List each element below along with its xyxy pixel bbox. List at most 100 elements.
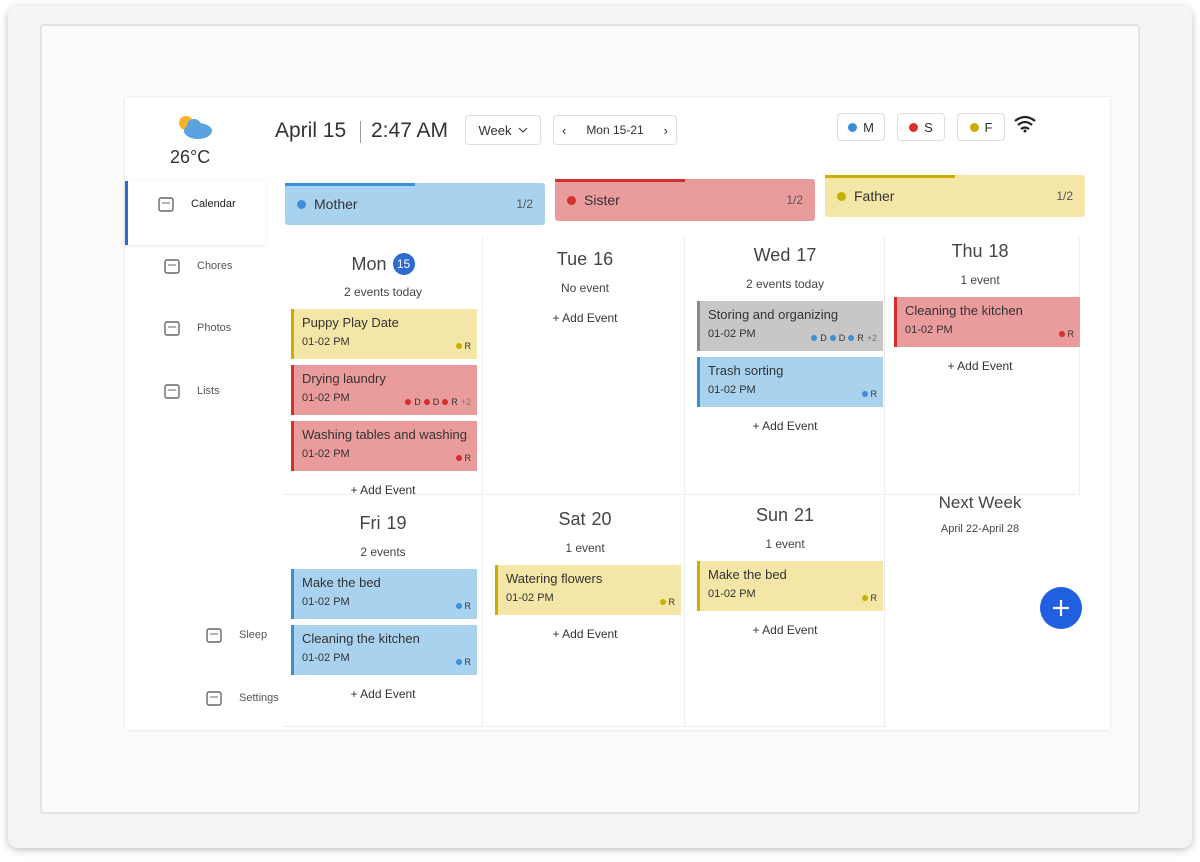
progress-line bbox=[555, 179, 685, 182]
tag-letter: R bbox=[870, 389, 878, 399]
tag-letter: D bbox=[414, 397, 421, 407]
member-chip[interactable]: F bbox=[957, 113, 1005, 141]
tag-letter: R bbox=[668, 597, 676, 607]
event-card[interactable]: Make the bed 01-02 PM R bbox=[697, 561, 883, 611]
tag-letter: R bbox=[1067, 329, 1075, 339]
day-date: 19 bbox=[386, 513, 407, 533]
event-card[interactable]: Puppy Play Date 01-02 PM R bbox=[291, 309, 477, 359]
dot bbox=[567, 195, 576, 205]
member-bar[interactable]: Father 1/2 bbox=[825, 175, 1085, 217]
day-date: 16 bbox=[593, 249, 614, 269]
dot bbox=[909, 122, 919, 132]
member-chip[interactable]: S bbox=[897, 113, 945, 141]
member-bar[interactable]: Sister 1/2 bbox=[555, 179, 815, 221]
sidebar-label: Settings bbox=[239, 692, 279, 704]
day-summary: No event bbox=[560, 281, 610, 295]
add-event[interactable]: + Add Event bbox=[752, 419, 818, 433]
sidebar-item[interactable]: Photos bbox=[163, 319, 231, 337]
plus-icon bbox=[1053, 600, 1069, 616]
add-event[interactable]: + Add Event bbox=[350, 687, 416, 701]
event-time: 01-02 PM bbox=[708, 384, 756, 396]
add-event[interactable]: + Add Event bbox=[350, 483, 416, 497]
event-card[interactable]: Make the bed 01-02 PM R bbox=[291, 569, 477, 619]
sidebar-label: Sleep bbox=[239, 629, 268, 641]
date: April 15 bbox=[275, 119, 347, 142]
event-time: 01-02 PM bbox=[708, 328, 756, 340]
screen: 26°C April 15 2:47 AM Week ‹ Mon 15-21 › M… bbox=[125, 97, 1110, 730]
chevron bbox=[518, 127, 527, 133]
tag-more: +2 bbox=[460, 397, 471, 407]
dot bbox=[969, 122, 979, 132]
sidebar-label: Calendar bbox=[191, 198, 236, 210]
view-select[interactable]: Week bbox=[465, 115, 541, 145]
wifi-icon bbox=[1014, 115, 1036, 133]
progress-line bbox=[825, 175, 955, 178]
day-name: Thu bbox=[951, 241, 983, 261]
tag-letter: D bbox=[838, 333, 846, 343]
member-bar[interactable]: Mother 1/2 bbox=[285, 183, 545, 225]
sidebar-icon bbox=[206, 691, 222, 706]
range-nav[interactable]: ‹ Mon 15-21 › bbox=[553, 115, 677, 145]
event-title: Storing and organizing bbox=[708, 307, 839, 322]
event-card[interactable]: Cleaning the kitchen 01-02 PM R bbox=[291, 625, 477, 675]
dot bbox=[829, 335, 836, 341]
member-chip[interactable]: M bbox=[837, 113, 885, 141]
event-card[interactable]: Storing and organizing 01-02 PM D D R +2 bbox=[697, 301, 883, 351]
tag-letter: R bbox=[857, 333, 864, 343]
next[interactable]: › bbox=[663, 122, 668, 138]
event-tags: R bbox=[861, 593, 878, 603]
day-name: Sat bbox=[558, 509, 586, 529]
event-tags: R bbox=[861, 389, 878, 399]
sidebar-item[interactable]: Settings bbox=[205, 689, 279, 707]
day-cell: Sun 21 1 event Make the bed 01-02 PM R + Add E… bbox=[685, 497, 885, 727]
member-progress: 1/2 bbox=[786, 193, 803, 207]
range-label: Mon 15-21 bbox=[586, 123, 644, 137]
member-name: Sister bbox=[584, 192, 620, 208]
tag-letter: R bbox=[870, 593, 878, 603]
day-name: Mon bbox=[351, 253, 387, 274]
day-summary: 2 events bbox=[360, 545, 406, 559]
sidebar-item[interactable]: Calendar bbox=[157, 195, 236, 213]
event-card[interactable]: Cleaning the kitchen 01-02 PM R bbox=[894, 297, 1080, 347]
sidebar-item[interactable]: Sleep bbox=[205, 626, 267, 644]
event-time: 01-02 PM bbox=[708, 588, 756, 600]
sidebar-active bbox=[125, 181, 265, 245]
event-tags: R bbox=[1058, 329, 1075, 339]
sidebar-item[interactable]: Chores bbox=[163, 257, 232, 275]
sidebar-label: Chores bbox=[197, 260, 233, 272]
sidebar-item[interactable]: Lists bbox=[163, 382, 220, 400]
day-summary: 1 event bbox=[565, 541, 605, 555]
time: 2:47 AM bbox=[371, 119, 449, 142]
tag-more: +2 bbox=[866, 333, 877, 343]
sidebar-label: Photos bbox=[197, 322, 232, 334]
event-title: Puppy Play Date bbox=[302, 315, 399, 330]
event-tags: D D R +2 bbox=[405, 397, 471, 407]
day-date: 18 bbox=[988, 241, 1009, 261]
next-week-title: Next Week bbox=[938, 493, 1022, 512]
member-initial: F bbox=[984, 119, 993, 135]
add-button[interactable] bbox=[1040, 587, 1082, 629]
event-title: Cleaning the kitchen bbox=[905, 303, 1023, 318]
event-card[interactable]: Trash sorting 01-02 PM R bbox=[697, 357, 883, 407]
event-card[interactable]: Watering flowers 01-02 PM R bbox=[495, 565, 681, 615]
event-tags: R bbox=[455, 601, 472, 611]
today-badge: 15 bbox=[392, 253, 415, 275]
member-name: Father bbox=[854, 188, 895, 204]
sidebar-icon bbox=[164, 384, 180, 399]
dot bbox=[455, 603, 462, 609]
tag-letter: R bbox=[464, 601, 472, 611]
event-card[interactable]: Drying laundry 01-02 PM D D R +2 bbox=[291, 365, 477, 415]
day-name: Sun bbox=[755, 505, 788, 525]
event-title: Washing tables and washing… bbox=[302, 427, 469, 442]
add-event[interactable]: + Add Event bbox=[552, 627, 618, 641]
add-event[interactable]: + Add Event bbox=[752, 623, 818, 637]
prev[interactable]: ‹ bbox=[562, 122, 567, 138]
day-date: 17 bbox=[796, 245, 817, 265]
event-card[interactable]: Washing tables and washing… 01-02 PM R bbox=[291, 421, 477, 471]
event-title: Trash sorting bbox=[708, 363, 784, 378]
day-cell: Thu 18 1 event Cleaning the kitchen 01-02 PM… bbox=[880, 237, 1080, 495]
add-event[interactable]: + Add Event bbox=[552, 311, 618, 325]
member-progress: 1/2 bbox=[516, 197, 533, 211]
add-event[interactable]: + Add Event bbox=[947, 359, 1013, 373]
